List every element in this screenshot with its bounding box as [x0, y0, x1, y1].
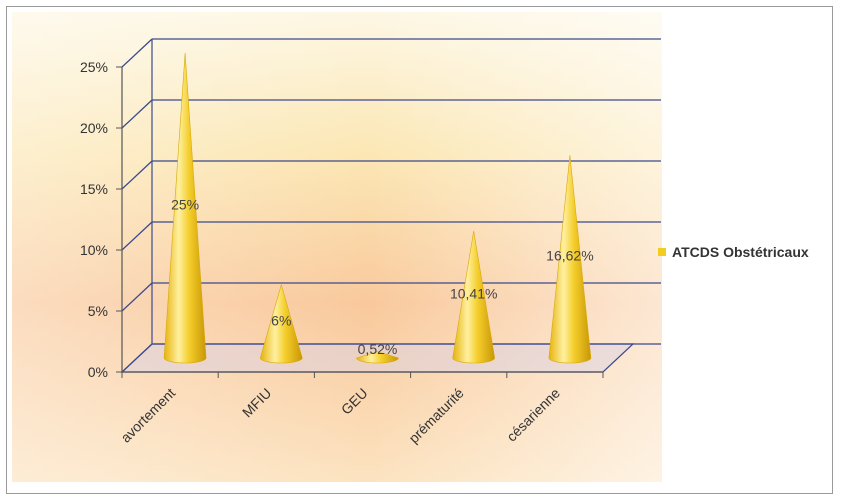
- y-tick-label: 0%: [88, 364, 108, 380]
- data-label: 6%: [271, 312, 291, 328]
- data-label: 0,52%: [358, 341, 398, 357]
- legend: ATCDS Obstétricaux: [658, 244, 809, 260]
- legend-label: ATCDS Obstétricaux: [672, 244, 809, 260]
- data-label: 16,62%: [546, 248, 593, 264]
- y-tick-label: 20%: [80, 120, 108, 136]
- legend-swatch: [658, 248, 666, 256]
- data-label: 25%: [171, 197, 199, 213]
- y-tick-label: 25%: [80, 59, 108, 75]
- y-tick-label: 10%: [80, 242, 108, 258]
- data-label: 10,41%: [450, 285, 497, 301]
- y-tick-label: 5%: [88, 303, 108, 319]
- y-tick-label: 15%: [80, 181, 108, 197]
